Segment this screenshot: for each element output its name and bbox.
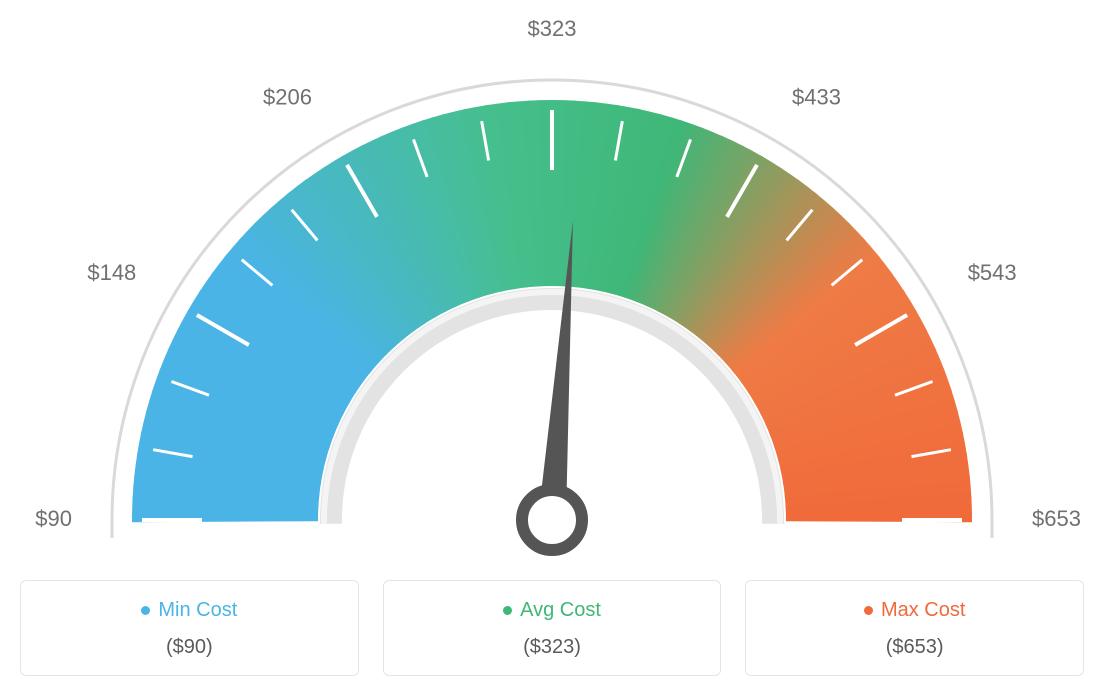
legend-dot-icon <box>141 606 150 615</box>
legend-label: Avg Cost <box>503 599 601 622</box>
legend-label-text: Avg Cost <box>520 599 601 622</box>
tick-label: $90 <box>35 506 72 531</box>
tick-label: $543 <box>968 260 1017 285</box>
legend-value: ($653) <box>758 636 1071 659</box>
legend-card-max: Max Cost ($653) <box>745 580 1084 676</box>
tick-label: $653 <box>1032 506 1081 531</box>
legend-label: Min Cost <box>141 599 237 622</box>
tick-label: $433 <box>792 84 841 109</box>
legend-label: Max Cost <box>864 599 965 622</box>
legend-value: ($323) <box>396 636 709 659</box>
legend-label-text: Max Cost <box>881 599 965 622</box>
legend-row: Min Cost ($90) Avg Cost ($323) Max Cost … <box>20 580 1084 676</box>
tick-label: $323 <box>528 20 577 41</box>
legend-value: ($90) <box>33 636 346 659</box>
legend-label-text: Min Cost <box>158 599 237 622</box>
gauge-area: $90 $148 $206 $323 $433 $543 $653 <box>20 20 1084 560</box>
gauge-pivot <box>522 490 582 550</box>
legend-card-avg: Avg Cost ($323) <box>383 580 722 676</box>
gauge-svg: $90 $148 $206 $323 $433 $543 $653 <box>20 20 1084 560</box>
cost-gauge-widget: $90 $148 $206 $323 $433 $543 $653 Min Cost ($9… <box>20 20 1084 676</box>
legend-dot-icon <box>503 606 512 615</box>
tick-label: $148 <box>87 260 136 285</box>
tick-label: $206 <box>263 84 312 109</box>
legend-card-min: Min Cost ($90) <box>20 580 359 676</box>
legend-dot-icon <box>864 606 873 615</box>
